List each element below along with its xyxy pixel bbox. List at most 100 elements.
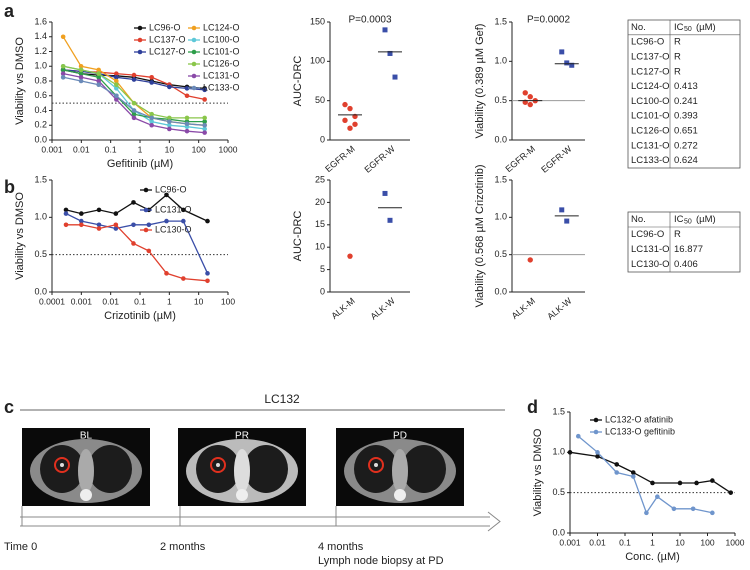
legend-marker [593,417,599,423]
table-cell: LC131-O [631,140,670,151]
legend-label: LC124-O [203,22,240,32]
x-tick-label: 0.1 [105,144,117,154]
data-point [630,474,636,479]
data-point [655,494,660,500]
y-tick-label: 0.5 [34,249,47,259]
data-point [96,82,101,87]
x-tick-label: ALK-M [329,296,357,321]
ct-spine [394,489,406,501]
y-tick-label: 1.4 [34,31,47,41]
y-tick-label: 0.8 [34,75,47,85]
data-point [184,86,190,91]
data-point [527,101,533,108]
data-point [96,71,101,76]
y-tick-label: 150 [310,16,325,26]
ct-lung [354,445,398,493]
ct-mediastinum [392,449,408,493]
data-point [60,34,66,40]
data-point [114,82,119,87]
x-tick-label: 10 [194,296,204,306]
table-cell: 0.241 [674,96,698,107]
y-tick-label: 1.5 [552,406,565,416]
table-cell: LC96-O [631,229,664,240]
data-point [164,271,169,276]
p-value: P=0.0003 [348,15,392,26]
y-tick-label: 1.0 [494,212,507,222]
table-cell: LC127-O [631,66,670,77]
y-tick-label: 1.5 [34,174,47,184]
data-point [167,122,172,128]
legend-label: LC133-O [203,82,240,92]
y-tick-label: 0 [320,134,325,144]
data-point [202,122,207,128]
data-point [131,100,137,106]
data-point [78,67,84,73]
data-point [167,126,172,132]
data-point [114,71,119,76]
legend-label: LC100-O [203,34,240,44]
x-tick-label: 10 [165,144,175,154]
data-point [690,506,696,512]
legend-label: LC126-O [203,58,240,68]
legend-label: LC127-O [149,46,186,56]
y-axis-label: Viability vs DMSO [532,428,544,516]
x-tick-label: EGFR-M [323,144,357,174]
series-line [65,213,209,274]
panel-label: a [4,1,15,21]
data-point [146,248,152,254]
data-point [202,115,207,121]
lesion-marker [210,457,226,473]
lesion [216,463,220,467]
data-point [184,93,190,99]
data-point [564,218,570,224]
data-point [60,71,66,76]
data-point [146,222,152,228]
x-axis-label: Conc. (µM) [625,551,680,563]
y-tick-label: 1.0 [34,212,47,222]
y-tick-label: 50 [315,95,325,105]
data-point [575,433,581,439]
data-point [205,271,210,276]
x-tick-label: 0.001 [71,296,93,306]
y-tick-label: 25 [315,174,325,184]
x-tick-label: ALK-M [510,296,538,321]
table-header-sub: 50 [684,218,692,225]
y-axis-label: Viability vs DMSO [14,37,26,125]
data-point [79,222,84,228]
y-tick-label: 1.5 [494,174,507,184]
data-point [114,78,119,84]
table-cell: 0.406 [674,259,698,270]
data-point [522,90,528,96]
scan-series-title: LC132 [264,392,300,406]
legend-label: LC96-O [155,184,187,194]
legend-marker [191,85,197,91]
data-point [60,63,66,69]
data-point [392,74,398,80]
data-point [387,217,393,223]
x-tick-label: 1000 [726,537,745,547]
table-cell: 0.624 [674,155,698,166]
data-point [149,115,154,121]
data-point [202,119,207,124]
y-axis-label: Viability vs DMSO [14,192,26,280]
x-tick-label: 100 [221,296,235,306]
legend-marker [593,429,599,435]
data-point [352,121,358,127]
data-point [710,510,715,516]
y-tick-label: 1.2 [34,46,47,56]
data-point [569,62,575,68]
data-point [677,480,683,486]
table-cell: LC126-O [631,126,670,137]
data-point [614,462,620,467]
legend-marker [191,25,197,31]
y-tick-label: 0.5 [552,487,565,497]
y-axis-label: AUC-DRC [292,211,304,262]
x-tick-label: 0.01 [102,296,119,306]
table-cell: LC133-O [631,155,670,166]
data-point [131,108,137,113]
data-point [149,122,154,128]
table-cell: LC96-O [631,37,664,48]
data-point [347,105,353,112]
panel-label: c [4,397,14,417]
table-cell: LC124-O [631,81,670,92]
